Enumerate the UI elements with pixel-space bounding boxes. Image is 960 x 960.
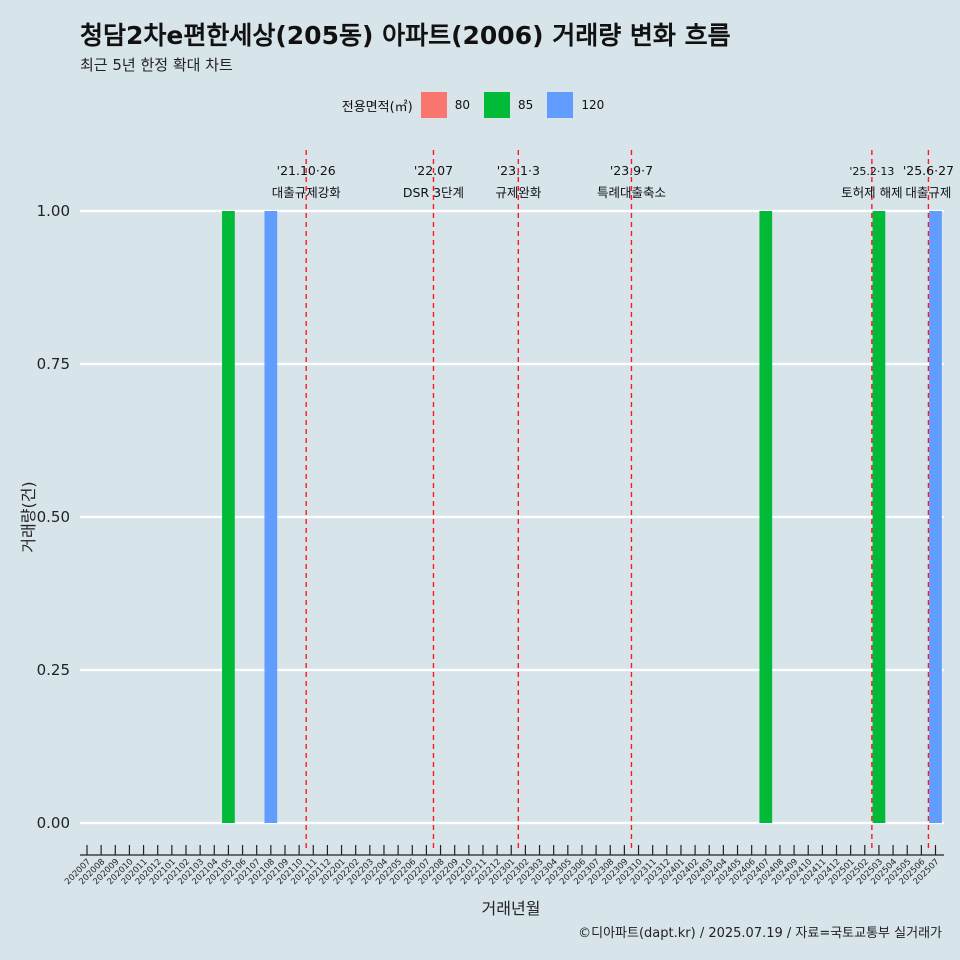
annotation-date-2: '23.1·3 xyxy=(497,163,540,178)
y-tick-label-1: 0.25 xyxy=(37,661,70,679)
legend-swatch-80 xyxy=(420,92,447,118)
annotation-lines xyxy=(305,150,930,852)
chart-title: 청담2차e편한세상(205동) 아파트(2006) 거래량 변화 흐름 xyxy=(80,21,731,50)
annotation-labels: '21.10·26 대출규제강화 '22.07 DSR 3단계 '23.1·3 규제완화 '… xyxy=(272,163,954,200)
caption: ©디아파트(dapt.kr) / 2025.07.19 / 자료=국토교통부 실… xyxy=(578,926,942,941)
legend-swatch-85 xyxy=(484,92,511,118)
legend-label-120: 120 xyxy=(581,98,605,112)
bar-202507-120 xyxy=(929,211,942,823)
annotation-date-1: '22.07 xyxy=(414,163,453,178)
legend-label-80: 80 xyxy=(454,98,471,112)
annotation-text-2: 규제완화 xyxy=(495,185,542,200)
annotation-text-4: 토허제 해제 xyxy=(841,185,902,200)
annotation-date-3: '23.9·7 xyxy=(610,163,653,178)
gridlines xyxy=(80,209,944,825)
x-axis-title: 거래년월 xyxy=(482,899,541,918)
bars xyxy=(222,211,942,823)
legend-swatch-120 xyxy=(547,92,574,118)
chart-subtitle: 최근 5년 한정 확대 차트 xyxy=(80,56,233,74)
annotation-text-3: 특례대출축소 xyxy=(597,185,666,200)
annotation-date-0: '21.10·26 xyxy=(277,163,336,178)
legend-title: 전용면적(㎡) xyxy=(341,99,413,115)
annotation-text-5: 대출규제 xyxy=(905,185,951,200)
legend-label-85: 85 xyxy=(518,98,534,112)
legend-item-120: 120 xyxy=(547,92,604,118)
bar-202407-85 xyxy=(759,211,773,823)
annotation-text-0: 대출규제강화 xyxy=(272,185,342,200)
bar-202105-85 xyxy=(222,211,235,823)
y-tick-label-2: 0.50 xyxy=(37,508,70,526)
y-tick-label-0: 0.00 xyxy=(37,814,70,832)
annotation-date-4: '25.2·13 xyxy=(849,165,894,178)
legend: 전용면적(㎡) 80 85 120 xyxy=(0,92,960,118)
x-axis: 2020072020082020092020102020112020122021… xyxy=(63,845,944,887)
y-tick-label-4: 1.00 xyxy=(37,202,70,220)
y-axis-title: 거래량(건) xyxy=(19,481,38,552)
bar-202108-120 xyxy=(264,211,278,823)
y-axis: 0.00 0.25 0.50 0.75 1.00 xyxy=(37,202,70,832)
annotation-text-1: DSR 3단계 xyxy=(403,185,464,200)
annotation-date-5: '25.6·27 xyxy=(903,163,954,178)
legend-item-80: 80 xyxy=(420,92,471,118)
y-tick-label-3: 0.75 xyxy=(37,355,70,373)
bar-202503-85 xyxy=(872,211,886,823)
legend-item-85: 85 xyxy=(484,92,533,118)
